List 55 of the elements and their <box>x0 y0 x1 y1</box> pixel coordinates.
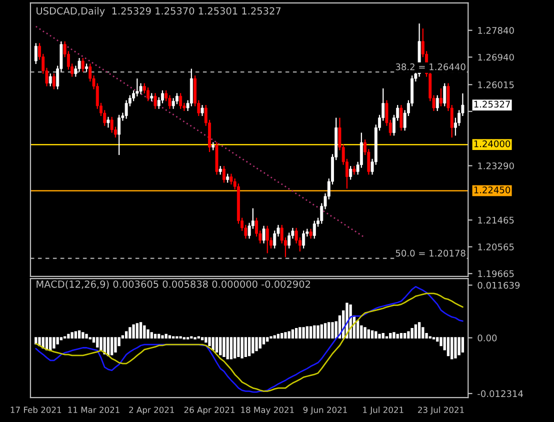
candlestick <box>230 173 233 186</box>
candlestick <box>110 116 114 134</box>
chart-title: MACD(12,26,9) 0.003605 0.005838 0.000000 -0.002902 <box>36 280 310 289</box>
candlestick <box>443 82 446 107</box>
candlestick <box>440 88 442 107</box>
x-tick-label: 17 Feb 2021 <box>10 406 62 413</box>
line-series <box>35 26 366 238</box>
candlestick <box>349 165 352 180</box>
y-tick-label: 1.23290 <box>478 162 514 170</box>
ref-line-label: 50.0 = 1.20178 <box>396 250 466 257</box>
candlestick <box>266 225 269 254</box>
ref-line-label: 1.24000 <box>474 140 510 148</box>
y-tick-label: 1.26940 <box>478 54 514 61</box>
x-tick-label: 26 Apr 2021 <box>184 406 235 415</box>
candlestick <box>222 165 226 184</box>
candlestick <box>48 72 52 87</box>
candlestick <box>312 220 316 240</box>
candlestick <box>52 72 56 90</box>
candlestick <box>118 114 121 156</box>
candlestick <box>154 92 157 110</box>
candlestick <box>81 57 84 72</box>
candlestick <box>309 228 312 240</box>
candlestick <box>168 94 172 110</box>
text: 1.25327 <box>474 100 510 108</box>
candlestick <box>139 82 142 95</box>
x-tick-label: 18 May 2021 <box>241 406 294 415</box>
candlestick <box>302 230 306 249</box>
candlestick <box>146 86 150 102</box>
x-tick-label: 1 Jul 2021 <box>363 406 404 415</box>
y-tick-label: 1.19665 <box>478 270 514 278</box>
candlestick <box>175 92 178 105</box>
x-tick-label: 23 Jul 2021 <box>418 406 464 415</box>
x-tick-label: 2 Apr 2021 <box>129 406 174 415</box>
chart-title: USDCAD,Daily 1.25329 1.25370 1.25301 1.25327 <box>36 7 281 16</box>
y-tick-label: -0.012314 <box>478 390 523 398</box>
ref-line-label: 38.2 = 1.26440 <box>396 63 466 70</box>
candlestick <box>400 104 403 132</box>
y-tick-label: 0.011639 <box>478 282 520 289</box>
candlestick <box>34 42 38 65</box>
ref-line-label: 1.22450 <box>474 186 510 194</box>
candlestick <box>136 78 139 97</box>
candlestick <box>436 94 439 112</box>
y-tick-label: 1.27840 <box>478 27 514 34</box>
candlestick <box>262 225 266 244</box>
candlestick <box>200 104 204 117</box>
candlestick <box>78 57 81 72</box>
candlestick <box>179 92 182 110</box>
x-tick-label: 9 Jun 2021 <box>303 406 347 415</box>
candlestick <box>106 116 110 128</box>
y-tick-label: 0.00 <box>478 334 497 342</box>
y-tick-label: 1.26015 <box>478 81 514 88</box>
y-tick-label: 1.21465 <box>478 216 514 224</box>
y-tick-label: 1.20565 <box>478 244 514 250</box>
candlestick <box>288 232 291 249</box>
x-tick-label: 11 Mar 2021 <box>68 406 120 413</box>
